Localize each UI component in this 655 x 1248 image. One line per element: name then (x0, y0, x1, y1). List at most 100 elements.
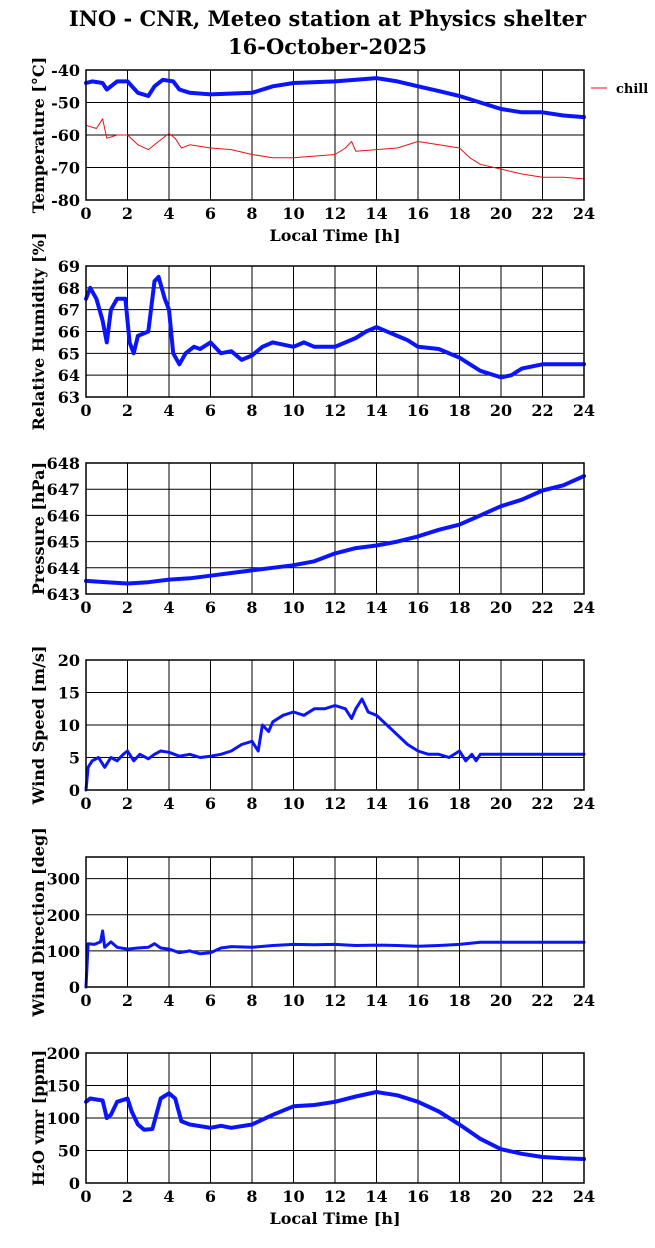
x-tick-label: 24 (573, 598, 595, 617)
x-tick-label: 24 (573, 401, 595, 420)
x-axis-label: Local Time [h] (269, 226, 400, 245)
y-tick-label: 67 (58, 301, 80, 320)
y-tick-label: 50 (58, 1142, 80, 1161)
x-tick-label: 6 (205, 794, 216, 813)
x-tick-label: 16 (407, 1187, 429, 1206)
x-tick-label: 6 (205, 598, 216, 617)
x-tick-label: 4 (163, 794, 174, 813)
plot-frame (85, 856, 585, 988)
y-tick-label: 645 (47, 533, 80, 552)
y-axis-label: Wind Speed [m/s] (29, 646, 48, 806)
x-tick-label: 22 (531, 598, 553, 617)
plot-frame (85, 69, 585, 201)
x-tick-label: 22 (531, 794, 553, 813)
y-tick-label: 69 (58, 257, 80, 276)
series-line-1 (84, 929, 586, 989)
x-tick-label: 12 (324, 991, 346, 1010)
x-tick-label: 4 (163, 204, 174, 223)
x-tick-label: 10 (282, 1187, 304, 1206)
y-tick-label: -80 (51, 191, 80, 210)
x-tick-label: 8 (246, 401, 257, 420)
chart-title-line2: 16-October-2025 (228, 34, 427, 59)
x-tick-label: 14 (365, 401, 387, 420)
x-tick-label: 20 (490, 794, 512, 813)
y-tick-label: 200 (47, 1044, 80, 1063)
x-tick-label: 18 (448, 794, 470, 813)
y-tick-label: 66 (58, 323, 80, 342)
x-tick-label: 12 (324, 401, 346, 420)
y-tick-label: 643 (47, 585, 80, 604)
x-tick-label: 24 (573, 1187, 595, 1206)
x-tick-label: 2 (122, 1187, 133, 1206)
series-line-1 (84, 274, 586, 380)
x-tick-label: 20 (490, 598, 512, 617)
x-tick-label: 8 (246, 991, 257, 1010)
y-axis-label: Pressure [hPa] (29, 462, 48, 595)
x-tick-label: 14 (365, 1187, 387, 1206)
x-tick-label: 4 (163, 1187, 174, 1206)
x-tick-label: 16 (407, 598, 429, 617)
x-tick-label: 24 (573, 204, 595, 223)
x-tick-label: 16 (407, 204, 429, 223)
x-tick-label: 6 (205, 401, 216, 420)
series-line-chill (85, 118, 585, 180)
x-tick-label: 4 (163, 991, 174, 1010)
x-tick-label: 0 (80, 1187, 91, 1206)
x-tick-label: 8 (246, 794, 257, 813)
x-tick-label: 12 (324, 1187, 346, 1206)
x-tick-label: 16 (407, 401, 429, 420)
x-tick-label: 18 (448, 1187, 470, 1206)
x-tick-label: 8 (246, 1187, 257, 1206)
plot-frame (85, 659, 585, 791)
y-tick-label: -40 (51, 61, 80, 80)
x-tick-label: 20 (490, 401, 512, 420)
x-tick-label: 16 (407, 991, 429, 1010)
x-tick-label: 18 (448, 204, 470, 223)
y-tick-label: 20 (58, 651, 80, 670)
x-tick-label: 0 (80, 204, 91, 223)
x-tick-label: 6 (205, 1187, 216, 1206)
y-tick-label: 150 (47, 1077, 80, 1096)
x-tick-label: 2 (122, 204, 133, 223)
x-tick-label: 14 (365, 991, 387, 1010)
plot-frame (85, 462, 585, 595)
y-tick-label: -50 (51, 94, 80, 113)
x-tick-label: 18 (448, 401, 470, 420)
x-tick-label: 22 (531, 401, 553, 420)
x-tick-label: 22 (531, 991, 553, 1010)
x-tick-label: 16 (407, 794, 429, 813)
x-tick-label: 0 (80, 401, 91, 420)
x-tick-label: 4 (163, 598, 174, 617)
y-tick-label: 0 (69, 781, 80, 800)
plot-frame (85, 265, 585, 398)
x-tick-label: 8 (246, 204, 257, 223)
x-tick-label: 10 (282, 598, 304, 617)
y-tick-label: 100 (47, 942, 80, 961)
x-tick-label: 2 (122, 598, 133, 617)
x-tick-label: 2 (122, 991, 133, 1010)
y-tick-label: 644 (47, 559, 80, 578)
x-tick-label: 12 (324, 204, 346, 223)
x-tick-label: 14 (365, 794, 387, 813)
panel-2: 0 2 4 6 8 10 12 14 16 18 20 22 2463646566676869Relat… (29, 232, 595, 430)
x-tick-label: 18 (448, 991, 470, 1010)
x-tick-label: 6 (205, 204, 216, 223)
x-tick-label: 0 (80, 794, 91, 813)
y-axis-label: H₂O vmr [ppm] (29, 1050, 48, 1186)
series-line-1 (84, 1090, 586, 1161)
x-tick-label: 10 (282, 401, 304, 420)
y-axis-label: Temperature [°C] (29, 57, 48, 213)
x-tick-label: 2 (122, 401, 133, 420)
y-tick-label: 64 (58, 366, 80, 385)
chart-title-line1: INO - CNR, Meteo station at Physics shel… (68, 6, 587, 31)
y-tick-label: 5 (69, 749, 80, 768)
x-tick-label: 0 (80, 991, 91, 1010)
x-tick-label: 8 (246, 598, 257, 617)
x-tick-label: 14 (365, 598, 387, 617)
y-tick-label: 200 (47, 906, 80, 925)
y-tick-label: -60 (51, 126, 80, 145)
y-axis-label: Wind Direction [deg] (29, 827, 48, 1018)
